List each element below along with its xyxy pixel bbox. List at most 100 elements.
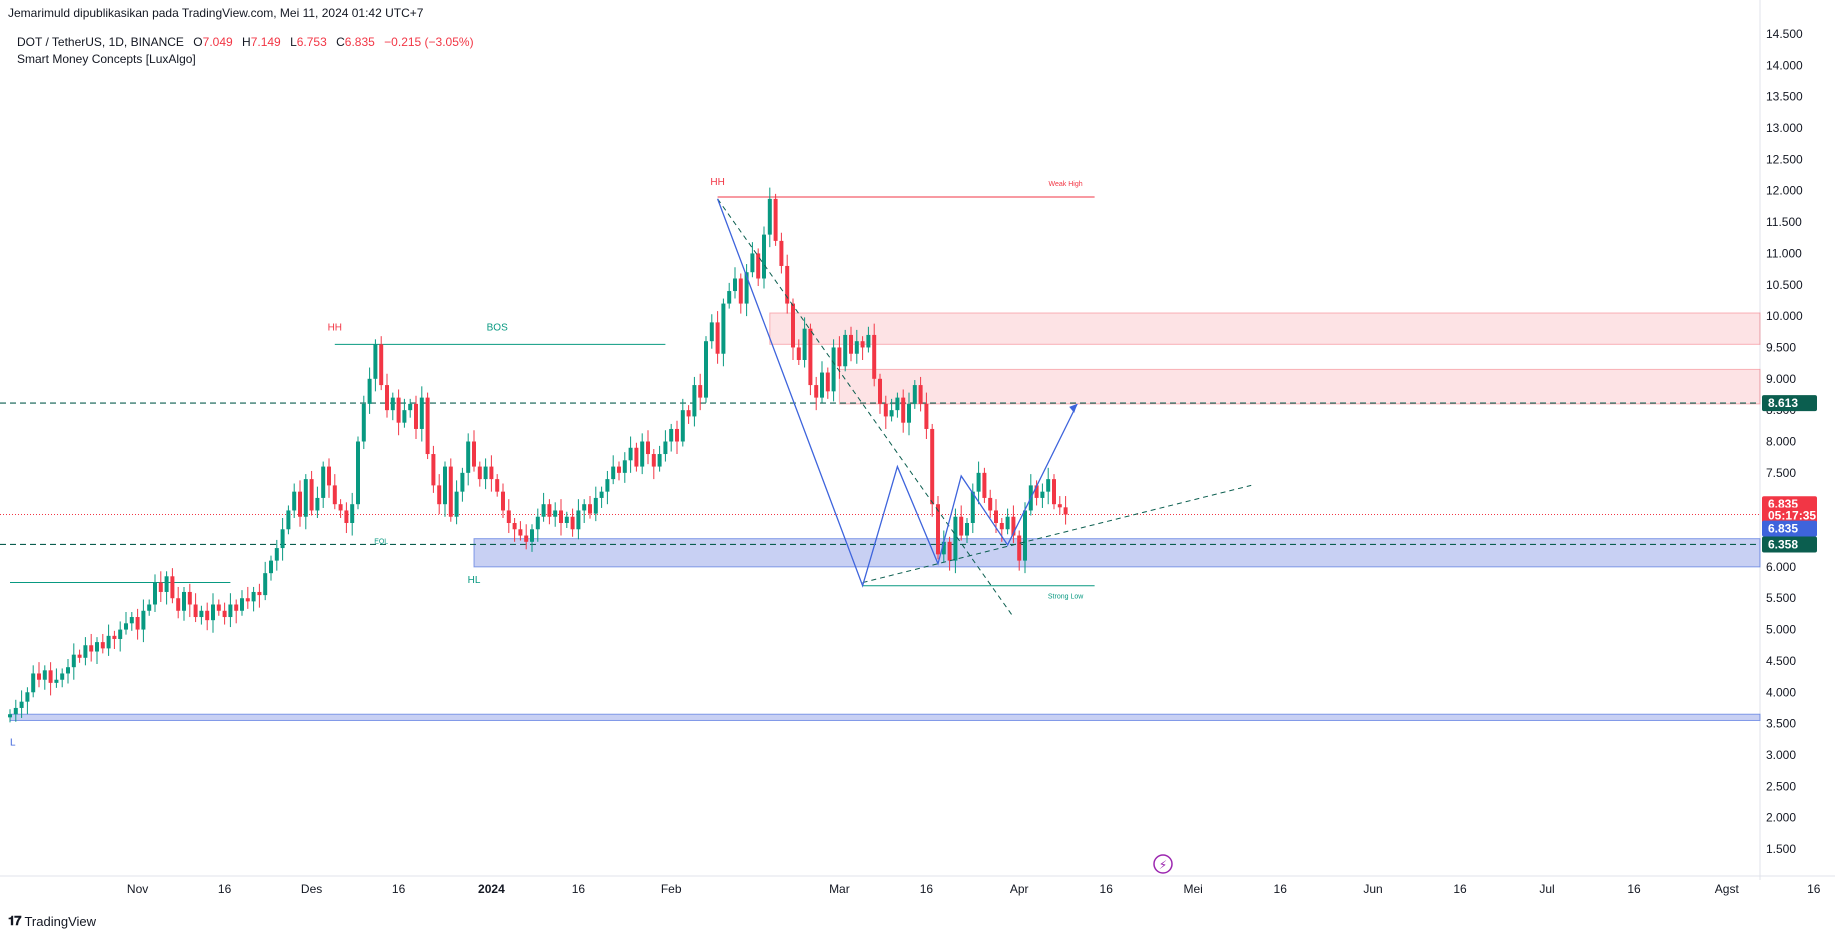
candle-body	[640, 441, 645, 467]
candle-body	[965, 523, 969, 536]
swing-label: EQL	[374, 539, 388, 546]
candle-body	[129, 617, 134, 624]
candle-body	[327, 466, 331, 486]
candle-body	[541, 504, 546, 517]
y-tick-label: 11.000	[1766, 246, 1802, 260]
candle-body	[228, 604, 233, 618]
candle-body	[727, 291, 732, 304]
candle-body	[518, 529, 523, 536]
candle-body	[373, 344, 378, 379]
candle-body	[54, 679, 59, 683]
candle-body	[930, 428, 935, 505]
candle-body	[13, 707, 18, 715]
candle-body	[762, 234, 766, 279]
candle-body	[367, 378, 372, 404]
candle-body	[576, 510, 581, 530]
candle-body	[785, 265, 790, 304]
candle-body	[791, 303, 795, 348]
candle-body	[182, 591, 186, 611]
candle-body	[263, 573, 268, 596]
candle-body	[495, 479, 500, 492]
x-tick-label: Des	[301, 882, 322, 896]
price-tag-label: 6.358	[1768, 537, 1798, 551]
candle-body	[924, 403, 929, 429]
x-tick-label: Agst	[1715, 882, 1740, 896]
swing-label: HL	[468, 575, 481, 586]
candle-body	[437, 485, 442, 505]
candle-body	[31, 673, 36, 693]
x-tick-label: Feb	[661, 882, 682, 896]
candle-body	[66, 667, 70, 674]
candle-body	[141, 610, 146, 630]
candle-body	[454, 491, 459, 517]
candle-body	[953, 516, 958, 561]
candle-body	[385, 385, 389, 411]
candle-body	[187, 591, 192, 605]
candle-body	[1057, 504, 1062, 508]
candle-body	[118, 629, 123, 639]
candle-body	[350, 504, 355, 523]
candle-body	[48, 670, 53, 683]
candle-body	[37, 673, 41, 680]
candle-body	[321, 466, 326, 498]
symbol-label[interactable]: DOT / TetherUS, 1D, BINANCE	[17, 35, 184, 49]
y-tick-label: 1.500	[1766, 842, 1796, 856]
close-label: C	[336, 35, 345, 49]
candle-body	[634, 447, 639, 467]
candle-body	[872, 334, 877, 379]
candle-body	[419, 397, 424, 429]
candle-body	[779, 240, 784, 266]
candle-body	[912, 385, 917, 404]
x-tick-label: 16	[218, 882, 232, 896]
candle-body	[559, 510, 563, 523]
y-tick-label: 10.000	[1766, 309, 1803, 323]
x-tick-label: 16	[920, 882, 934, 896]
candle-body	[889, 410, 894, 417]
candle-body	[466, 441, 471, 473]
candle-body	[599, 491, 604, 498]
candle-body	[1046, 479, 1051, 492]
y-tick-label: 12.500	[1766, 152, 1803, 166]
candle-body	[153, 582, 157, 605]
candle-body	[999, 523, 1004, 530]
swing-label: BOS	[487, 322, 508, 333]
close-value: 6.835	[344, 35, 375, 49]
candle-body	[657, 454, 662, 467]
candle-body	[988, 497, 993, 511]
candle-body	[309, 479, 314, 511]
candle-body	[669, 428, 674, 442]
candle-body	[1017, 535, 1022, 561]
open-label: O	[193, 35, 203, 49]
x-tick-label: Mar	[829, 882, 850, 896]
indicator-name[interactable]: Smart Money Concepts [LuxAlgo]	[17, 52, 196, 66]
candle-body	[402, 410, 407, 423]
candle-body	[704, 341, 708, 398]
candle-body	[941, 541, 946, 555]
order-block-zone	[838, 368, 1761, 405]
candle-body	[286, 510, 291, 530]
candle-body	[901, 397, 906, 423]
candle-body	[361, 403, 366, 442]
candle-body	[843, 334, 848, 367]
high-value: 7.149	[250, 35, 281, 49]
y-tick-label: 3.500	[1766, 717, 1796, 731]
candle-body	[820, 372, 824, 398]
x-tick-label: 16	[572, 882, 586, 896]
candle-body	[176, 598, 181, 611]
tradingview-logo-icon: 𝟏𝟕	[8, 913, 22, 928]
lightning-icon	[1153, 854, 1173, 874]
candle-body	[483, 466, 488, 480]
candle-body	[512, 523, 517, 530]
price-tag	[1762, 520, 1817, 537]
projection-arrow-icon	[1069, 403, 1078, 413]
candle-body	[193, 604, 198, 618]
footer-brand[interactable]: 𝟏𝟕 TradingView	[8, 913, 96, 929]
candle-body	[8, 714, 12, 718]
x-tick-label: Mei	[1184, 882, 1203, 896]
candle-body	[124, 623, 128, 630]
price-tag	[1762, 507, 1817, 524]
candle-body	[431, 454, 436, 486]
candle-body	[1063, 507, 1068, 515]
candle-body	[216, 604, 221, 611]
